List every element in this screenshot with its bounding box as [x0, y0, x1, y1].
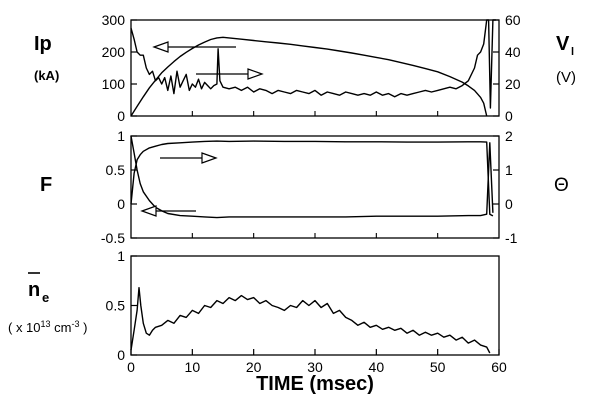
x-tick-label: 50 — [430, 359, 446, 375]
right-tick-label: -1 — [505, 230, 518, 246]
ne-axis-title: n — [28, 279, 40, 301]
right-tick-label: 40 — [505, 44, 521, 60]
x-tick-label: 30 — [307, 359, 323, 375]
x-tick-label: 20 — [246, 359, 262, 375]
theta-pointer-arrow — [160, 152, 218, 164]
left-tick-label: -0.5 — [101, 230, 125, 246]
f-pointer-arrow — [140, 205, 196, 217]
ip-axis-unit: (kA) — [34, 68, 59, 83]
left-tick-label: 0.5 — [106, 162, 126, 178]
left-tick-label: 1 — [117, 248, 125, 264]
theta-axis-title: Θ — [554, 175, 569, 196]
top-panel-frame — [130, 19, 500, 117]
x-tick-label: 10 — [185, 359, 201, 375]
x-tick-label: 0 — [127, 359, 135, 375]
left-tick-label: 0 — [117, 196, 125, 212]
top-panel: 0 100 200 300 0 20 40 60 Ip (kA) V l (V) — [34, 12, 576, 124]
right-tick-label: 1 — [505, 162, 513, 178]
vl-pointer-arrow — [196, 68, 264, 80]
series-line-left-0 — [130, 36, 488, 117]
x-tick-label: 40 — [369, 359, 385, 375]
middle-panel: -0.5 0 0.5 1 -1 0 1 2 F Θ — [40, 128, 569, 246]
vl-axis-unit: (V) — [556, 69, 576, 86]
ne-axis-unit: ( x 1013 cm-3 ) — [8, 319, 87, 335]
left-tick-label: 1 — [117, 128, 125, 144]
x-tick-label: 60 — [491, 359, 507, 375]
series-line-left-0 — [130, 135, 494, 219]
right-tick-label: 0 — [505, 196, 513, 212]
left-tick-label: 0 — [117, 347, 125, 363]
ip-axis-title: Ip — [34, 33, 52, 55]
series-line-left-0 — [130, 287, 491, 354]
right-tick-label: 2 — [505, 128, 513, 144]
bottom-panel: 00.51 0 10 20 30 40 50 60 n e ( x 1013 cm-3 ) … — [8, 248, 507, 395]
series-line-right-1 — [130, 140, 494, 217]
left-tick-label: 0 — [117, 108, 125, 124]
series-line-right-1 — [130, 19, 496, 109]
left-tick-label: 0.5 — [106, 298, 126, 314]
left-tick-label: 200 — [102, 44, 126, 60]
f-axis-title: F — [40, 174, 52, 196]
middle-panel-frame — [130, 135, 500, 239]
bottom-panel-frame — [130, 255, 500, 356]
right-tick-label: 60 — [505, 12, 521, 28]
right-tick-label: 0 — [505, 108, 513, 124]
right-tick-label: 20 — [505, 76, 521, 92]
left-tick-label: 300 — [102, 12, 126, 28]
vl-axis-title-sub: l — [571, 46, 574, 58]
x-axis-label: TIME (msec) — [256, 373, 374, 395]
left-tick-label: 100 — [102, 76, 126, 92]
vl-axis-title: V — [556, 33, 570, 55]
ne-axis-title-sub: e — [42, 290, 49, 305]
ip-pointer-arrow — [152, 41, 236, 53]
